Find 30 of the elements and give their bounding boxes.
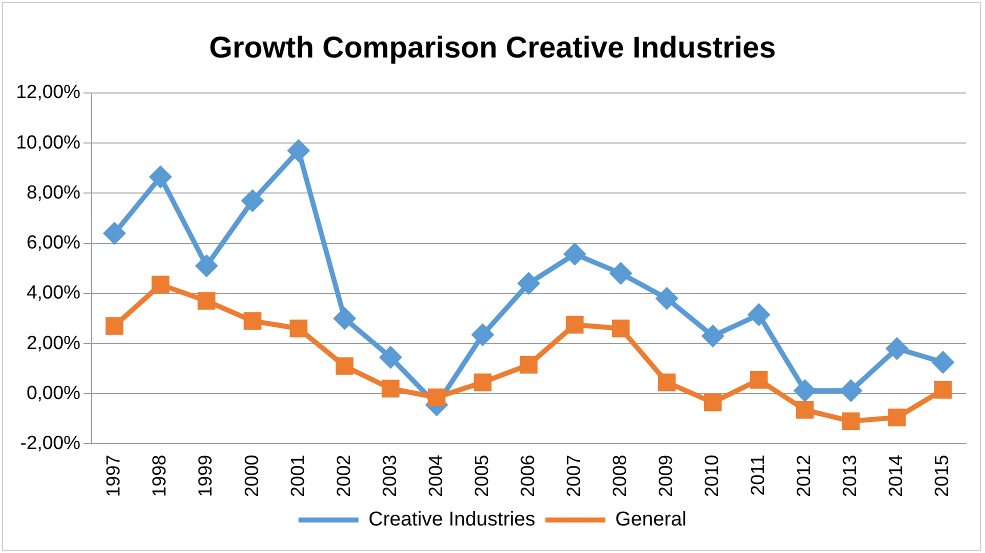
x-tick-label: 2005 bbox=[472, 454, 493, 498]
x-tick-label: 2009 bbox=[656, 454, 678, 498]
x-tick-label: 1999 bbox=[196, 454, 217, 498]
y-tick-label: 2,00% bbox=[26, 332, 81, 354]
x-tick-label: 2003 bbox=[380, 454, 401, 498]
x-tick-label: 1998 bbox=[150, 454, 171, 498]
legend-label: Creative Industries bbox=[368, 508, 536, 531]
x-tick-label: 2013 bbox=[840, 454, 862, 498]
x-tick-label: 2010 bbox=[702, 454, 724, 498]
x-tick-label: 2001 bbox=[288, 454, 309, 498]
y-tick-label: 8,00% bbox=[26, 182, 81, 204]
y-tick-label: 6,00% bbox=[26, 232, 81, 254]
legend-label: General bbox=[615, 508, 686, 531]
x-tick-label: 2006 bbox=[518, 454, 539, 498]
x-tick-label: 2007 bbox=[564, 454, 585, 498]
y-tick-label: -2,00% bbox=[20, 432, 81, 454]
x-tick-label: 2012 bbox=[794, 454, 816, 498]
y-tick-label: 4,00% bbox=[26, 282, 81, 304]
x-tick-label: 1997 bbox=[104, 454, 125, 498]
y-tick-label: 10,00% bbox=[16, 132, 81, 154]
x-tick-label: 2000 bbox=[242, 454, 263, 498]
y-tick-label: 12,00% bbox=[16, 82, 81, 104]
y-tick-label: 0,00% bbox=[26, 382, 81, 404]
chart-title: Growth Comparison Creative Industries bbox=[209, 31, 776, 64]
x-tick-label: 2015 bbox=[932, 454, 954, 498]
x-tick-label: 2002 bbox=[334, 454, 355, 498]
x-tick-label: 2004 bbox=[426, 454, 447, 498]
x-tick-label: 2011 bbox=[748, 454, 770, 496]
x-tick-label: 2008 bbox=[610, 454, 632, 498]
x-tick-label: 2014 bbox=[886, 454, 908, 498]
